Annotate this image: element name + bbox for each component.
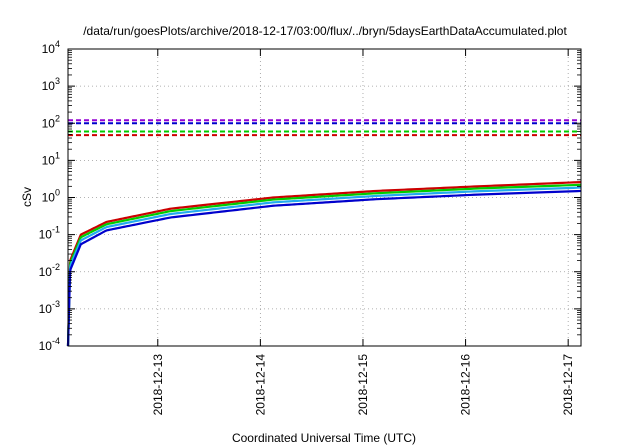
- reference-lines: [68, 119, 581, 137]
- x-axis-label: Coordinated Universal Time (UTC): [232, 431, 416, 445]
- x-tick-labels: 2018-12-13 2018-12-14 2018-12-15 2018-12-16…: [151, 354, 575, 416]
- series-line: [66, 186, 582, 347]
- y-tick-label: 103: [42, 76, 60, 93]
- series-line: [66, 183, 582, 347]
- y-tick-label: 102: [42, 113, 60, 130]
- y-tick-label: 10-4: [39, 336, 60, 353]
- y-axis-label: cSv: [20, 187, 34, 207]
- x-tick-label: 2018-12-16: [459, 354, 473, 416]
- y-tick-label: 10-1: [39, 225, 60, 242]
- y-tick-label: 101: [42, 150, 60, 167]
- x-tick-label: 2018-12-13: [151, 354, 165, 416]
- x-tick-label: 2018-12-17: [561, 354, 575, 416]
- series-line: [66, 189, 582, 347]
- y-tick-labels: 10-4 10-3 10-2 10-1 100 101 102 103 104: [39, 39, 60, 353]
- x-tick-label: 2018-12-15: [356, 354, 370, 416]
- series-line: [66, 180, 582, 347]
- x-tick-label: 2018-12-14: [253, 354, 267, 416]
- y-tick-label: 100: [42, 188, 60, 205]
- y-tick-label: 104: [42, 39, 60, 56]
- y-tick-label: 10-3: [39, 299, 60, 316]
- series-lines: [66, 180, 582, 347]
- axis-ticks: [68, 48, 581, 347]
- y-tick-label: 10-2: [39, 262, 60, 279]
- chart-title: /data/run/goesPlots/archive/2018-12-17/0…: [83, 24, 567, 38]
